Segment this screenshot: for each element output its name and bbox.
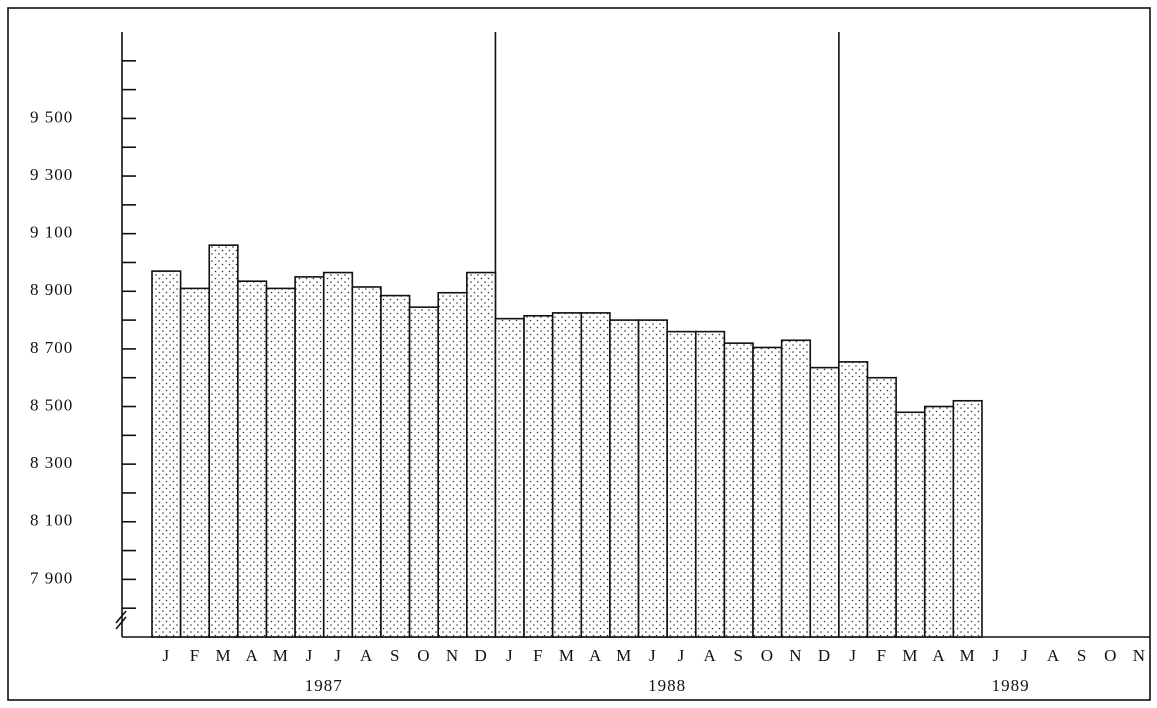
x-tick-label: J: [306, 646, 314, 665]
bar: [637, 319, 668, 638]
x-tick-label: N: [1133, 646, 1146, 665]
x-tick-label: J: [849, 646, 857, 665]
bar: [923, 405, 955, 638]
x-tick-label: J: [506, 646, 514, 665]
bar: [179, 287, 211, 638]
bar: [437, 291, 468, 638]
bar: [580, 312, 611, 638]
x-tick-label: J: [992, 646, 1000, 665]
bar: [322, 271, 354, 638]
x-tick-label: O: [761, 646, 774, 665]
bar: [237, 280, 268, 638]
bar: [809, 366, 840, 638]
x-tick-label: M: [273, 646, 289, 665]
y-tick-label: 9 500: [30, 107, 73, 126]
bar: [952, 399, 983, 638]
bar: [866, 376, 897, 638]
bar: [265, 287, 296, 638]
x-tick-label: D: [474, 646, 487, 665]
year-label: 1987: [305, 676, 343, 695]
x-tick-label: A: [703, 646, 716, 665]
x-tick-label: F: [877, 646, 887, 665]
y-tick-label: 7 900: [30, 568, 73, 587]
bar: [466, 271, 497, 638]
x-tick-label: J: [649, 646, 657, 665]
x-tick-label: M: [960, 646, 976, 665]
bar: [694, 330, 726, 638]
y-tick-label: 8 100: [30, 511, 73, 530]
year-label: 1989: [992, 676, 1030, 695]
x-tick-label: O: [417, 646, 430, 665]
bar: [666, 330, 697, 638]
bar: [723, 342, 754, 638]
x-tick-label: A: [932, 646, 945, 665]
x-tick-label: J: [162, 646, 170, 665]
x-tick-label: F: [190, 646, 200, 665]
bar: [895, 411, 926, 638]
bar: [523, 314, 554, 638]
bar: [151, 270, 182, 638]
x-tick-label: F: [533, 646, 543, 665]
y-tick-label: 8 900: [30, 280, 73, 299]
bar: [294, 276, 325, 638]
x-tick-label: S: [733, 646, 743, 665]
x-tick-label: S: [1077, 646, 1087, 665]
x-tick-label: O: [1104, 646, 1117, 665]
x-tick-label: D: [818, 646, 831, 665]
bar: [408, 306, 439, 638]
x-tick-label: M: [559, 646, 575, 665]
bar: [380, 294, 411, 638]
x-tick-label: N: [446, 646, 459, 665]
bar: [752, 346, 783, 638]
x-tick-label: A: [246, 646, 259, 665]
x-tick-label: A: [360, 646, 373, 665]
x-tick-label: A: [589, 646, 602, 665]
frame: [7, 7, 1151, 701]
x-tick-label: J: [334, 646, 342, 665]
y-tick-label: 8 700: [30, 338, 73, 357]
x-tick-label: J: [1021, 646, 1029, 665]
bar: [494, 317, 525, 638]
x-tick-label: J: [678, 646, 686, 665]
bar: [351, 286, 382, 638]
x-tick-label: N: [789, 646, 802, 665]
y-tick-label: 8 500: [30, 395, 73, 414]
x-tick-label: M: [616, 646, 632, 665]
axis-break: [115, 610, 127, 630]
x-tick-label: S: [390, 646, 400, 665]
bar: [208, 244, 239, 638]
bar: [838, 361, 869, 638]
y-tick-label: 9 100: [30, 223, 73, 242]
bar: [780, 339, 812, 638]
y-tick-label: 9 300: [30, 165, 73, 184]
x-tick-label: M: [902, 646, 918, 665]
x-tick-label: A: [1047, 646, 1060, 665]
bar: [609, 319, 640, 638]
x-tick-label: M: [215, 646, 231, 665]
y-tick-label: 8 300: [30, 453, 73, 472]
year-label: 1988: [648, 676, 686, 695]
bar: [551, 312, 583, 638]
